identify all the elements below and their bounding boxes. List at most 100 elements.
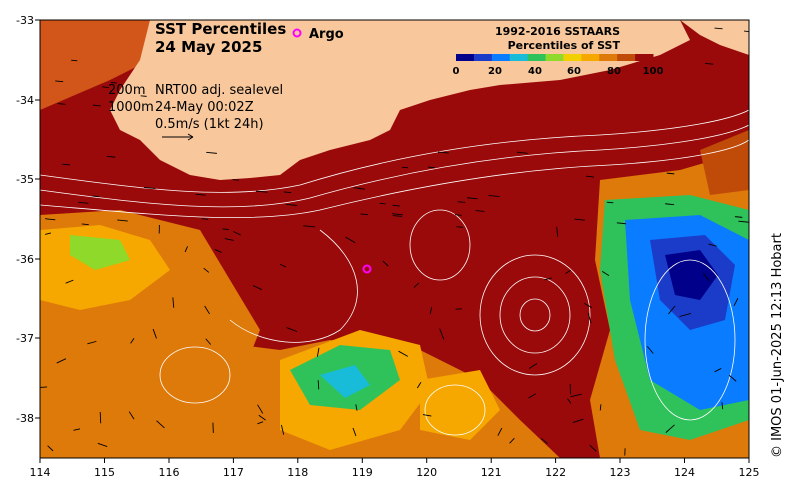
velocity-arrow bbox=[728, 374, 737, 382]
velocity-arrow bbox=[413, 282, 420, 288]
velocity-arrow bbox=[317, 380, 320, 390]
velocity-arrow bbox=[665, 424, 675, 433]
velocity-arrow bbox=[214, 249, 222, 253]
colorbar-tick-label: 40 bbox=[528, 66, 542, 77]
velocity-arrow bbox=[172, 297, 175, 308]
sst-patch-green-west bbox=[70, 235, 130, 270]
lon-tick-label: 125 bbox=[739, 466, 760, 479]
velocity-arrow bbox=[252, 285, 263, 291]
velocity-arrow bbox=[516, 151, 528, 154]
lat-tick-label: -36 bbox=[16, 253, 34, 266]
product-label: NRT00 adj. sealevel bbox=[155, 83, 283, 98]
lon-tick-label: 124 bbox=[674, 466, 695, 479]
velocity-arrow bbox=[606, 201, 614, 204]
velocity-arrow bbox=[255, 190, 268, 193]
argo-legend-icon bbox=[292, 28, 302, 38]
velocity-arrow bbox=[392, 215, 403, 217]
lon-tick-label: 121 bbox=[481, 466, 502, 479]
argo-float-marker bbox=[362, 264, 372, 274]
contour-eddy bbox=[479, 254, 591, 376]
velocity-arrow bbox=[743, 30, 749, 33]
velocity-arrow bbox=[355, 404, 358, 411]
colorbar-tick-label: 60 bbox=[567, 66, 581, 77]
velocity-arrow bbox=[281, 424, 285, 435]
contour-depth-200m: 200m bbox=[108, 83, 145, 98]
lon-tick-label: 115 bbox=[94, 466, 115, 479]
velocity-arrow bbox=[398, 350, 409, 357]
velocity-arrow bbox=[360, 213, 369, 216]
velocity-arrow bbox=[714, 27, 723, 30]
velocity-arrow bbox=[616, 222, 626, 225]
velocity-scale-label: 0.5m/s (1kt 24h) bbox=[155, 117, 264, 132]
contour-eddy bbox=[159, 346, 231, 404]
velocity-arrow bbox=[391, 213, 404, 216]
velocity-arrow bbox=[258, 414, 266, 421]
colorbar-swatch bbox=[581, 54, 600, 61]
velocity-arrow bbox=[110, 82, 117, 84]
velocity-arrow bbox=[152, 328, 157, 339]
velocity-arrow bbox=[345, 236, 356, 244]
colorbar-swatch bbox=[545, 54, 564, 61]
velocity-arrow bbox=[456, 226, 464, 228]
sea-level-contours bbox=[40, 109, 749, 436]
lon-tick-label: 118 bbox=[287, 466, 308, 479]
velocity-arrow bbox=[583, 302, 593, 309]
velocity-arrow bbox=[44, 218, 56, 221]
velocity-arrow bbox=[416, 381, 422, 389]
velocity-arrow bbox=[488, 194, 500, 197]
velocity-arrow bbox=[106, 155, 116, 158]
velocity-arrow bbox=[56, 358, 67, 364]
velocity-arrow bbox=[55, 80, 64, 83]
lat-tick-label: -37 bbox=[16, 332, 34, 345]
velocity-arrow bbox=[57, 103, 66, 105]
velocity-arrow bbox=[316, 347, 320, 357]
lat-tick-label: -35 bbox=[16, 173, 34, 186]
velocity-arrow bbox=[81, 223, 89, 226]
lat-tick-label: -38 bbox=[16, 412, 34, 425]
velocity-arrow bbox=[572, 418, 584, 423]
velocity-arrow bbox=[439, 328, 445, 340]
lon-tick-label: 116 bbox=[159, 466, 180, 479]
velocity-arrow bbox=[222, 228, 230, 230]
velocity-arrow bbox=[257, 421, 264, 425]
contour-eddy bbox=[409, 209, 471, 281]
velocity-arrow bbox=[646, 346, 654, 354]
velocity-arrow bbox=[497, 427, 503, 436]
velocity-arrow bbox=[457, 201, 466, 203]
velocity-arrow bbox=[708, 243, 717, 247]
colorbar-swatch bbox=[473, 54, 493, 61]
contour-line bbox=[40, 109, 749, 193]
map-frame bbox=[39, 19, 750, 459]
velocity-arrow bbox=[257, 404, 264, 414]
velocity-arrow bbox=[540, 438, 548, 444]
velocity-arrow bbox=[286, 327, 298, 332]
velocity-arrow bbox=[427, 166, 435, 169]
lon-tick-label: 122 bbox=[545, 466, 566, 479]
longitude-axis: 114 115 116 117 118 119 120 121 122 123 … bbox=[30, 466, 760, 479]
sst-patch-cyan-south bbox=[320, 365, 370, 398]
velocity-arrow bbox=[195, 193, 206, 196]
velocity-arrow bbox=[437, 151, 449, 154]
velocity-arrow bbox=[224, 238, 234, 241]
velocity-arrow bbox=[738, 220, 749, 223]
velocity-arrow bbox=[203, 267, 210, 273]
colorbar-swatch bbox=[599, 54, 618, 61]
velocity-arrow bbox=[585, 175, 595, 178]
map-title-line2: 24 May 2025 bbox=[155, 38, 262, 56]
velocity-arrow bbox=[201, 218, 209, 220]
velocity-arrow bbox=[61, 163, 71, 166]
velocity-arrow bbox=[429, 306, 433, 314]
velocity-arrow bbox=[78, 201, 89, 204]
velocity-arrow bbox=[544, 277, 552, 281]
velocity-arrow bbox=[587, 312, 592, 324]
velocity-arrow bbox=[206, 151, 217, 154]
velocity-arrow bbox=[734, 216, 743, 218]
velocity-arrow bbox=[705, 62, 714, 65]
velocity-arrow bbox=[303, 225, 316, 228]
velocity-scale-arrow bbox=[162, 133, 194, 141]
velocity-arrow bbox=[666, 172, 675, 175]
velocity-arrow bbox=[392, 204, 400, 207]
velocity-arrow bbox=[279, 263, 287, 268]
colorbar-tick-label: 100 bbox=[643, 66, 664, 77]
velocity-arrow bbox=[570, 393, 582, 398]
